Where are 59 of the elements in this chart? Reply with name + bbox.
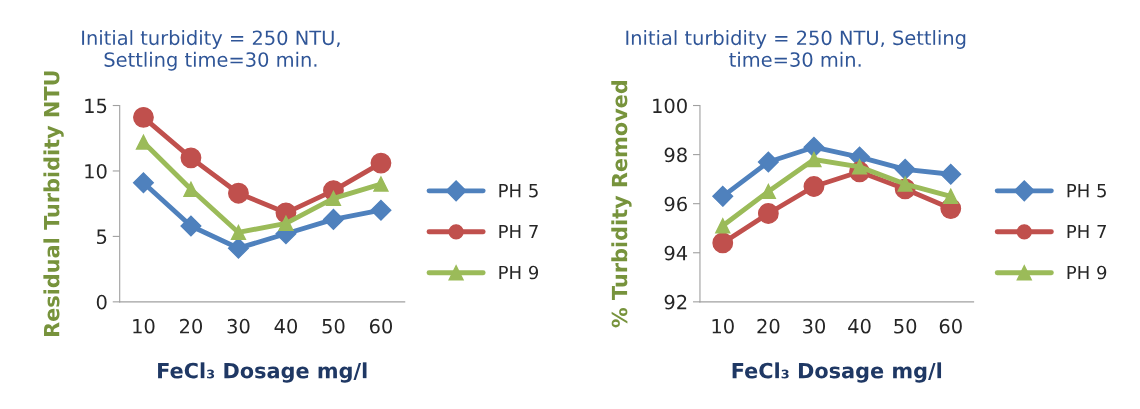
point — [940, 163, 962, 185]
y-tick-label: 94 — [664, 245, 688, 261]
point — [227, 237, 249, 259]
point — [712, 232, 734, 254]
x-tick-label: 60 — [369, 318, 393, 334]
point — [370, 199, 392, 221]
y-axis-title: % Turbidity Removed — [611, 81, 632, 328]
point — [803, 136, 825, 158]
y-tick-label: 15 — [85, 98, 107, 114]
point — [806, 151, 822, 168]
point — [370, 152, 392, 174]
point — [943, 188, 959, 204]
legend-label: PH 7 — [499, 224, 538, 239]
y-tick-label: 96 — [664, 196, 687, 212]
x-axis-title: FeCl₃ Dosage mg/l — [732, 362, 942, 383]
x-tick-label: 20 — [757, 318, 780, 334]
point — [760, 183, 776, 200]
x-tick-label: 50 — [322, 318, 345, 334]
x-tick-label: 10 — [133, 318, 155, 334]
point — [757, 151, 779, 173]
point — [373, 176, 389, 192]
point — [322, 208, 344, 230]
x-tick-label: 60 — [939, 318, 962, 334]
y-tick-label: 0 — [96, 294, 107, 310]
point — [757, 203, 779, 224]
x-tick-label: 40 — [274, 318, 298, 334]
point — [230, 224, 247, 241]
y-tick-label: 92 — [664, 294, 687, 310]
y-tick-label: 100 — [653, 98, 687, 114]
legend-label: PH 9 — [499, 265, 539, 280]
y-tick-label: 98 — [664, 147, 687, 163]
point — [278, 215, 294, 231]
chart-title: Initial turbidity = 250 NTU, Settling time=30 min. — [626, 30, 966, 67]
legend-label: PH 9 — [1067, 265, 1107, 280]
chart-title: Initial turbidity = 250 NTU, Settling time=30 min. — [82, 30, 340, 71]
point — [180, 215, 202, 237]
y-tick-label: 10 — [85, 163, 107, 179]
x-tick-label: 50 — [894, 318, 917, 334]
point — [712, 185, 734, 207]
point — [894, 158, 916, 180]
x-tick-label: 30 — [227, 318, 250, 334]
x-tick-label: 30 — [803, 318, 826, 334]
point — [803, 176, 825, 197]
point — [180, 147, 202, 169]
x-tick-label: 40 — [848, 318, 871, 334]
legend-label: PH 5 — [499, 184, 538, 198]
x-tick-label: 10 — [712, 318, 734, 334]
legend-label: PH 7 — [1067, 224, 1106, 239]
point — [133, 106, 154, 128]
y-axis-title: Residual Turbidity NTU — [43, 71, 64, 336]
y-tick-label: 5 — [97, 229, 107, 245]
legend-label: PH 5 — [1067, 184, 1106, 198]
point — [183, 181, 199, 197]
point — [325, 190, 342, 207]
point — [715, 218, 731, 234]
x-axis-title: FeCl₃ Dosage mg/l — [158, 362, 367, 383]
point — [132, 172, 154, 194]
x-tick-label: 20 — [180, 318, 203, 334]
point — [228, 182, 249, 204]
